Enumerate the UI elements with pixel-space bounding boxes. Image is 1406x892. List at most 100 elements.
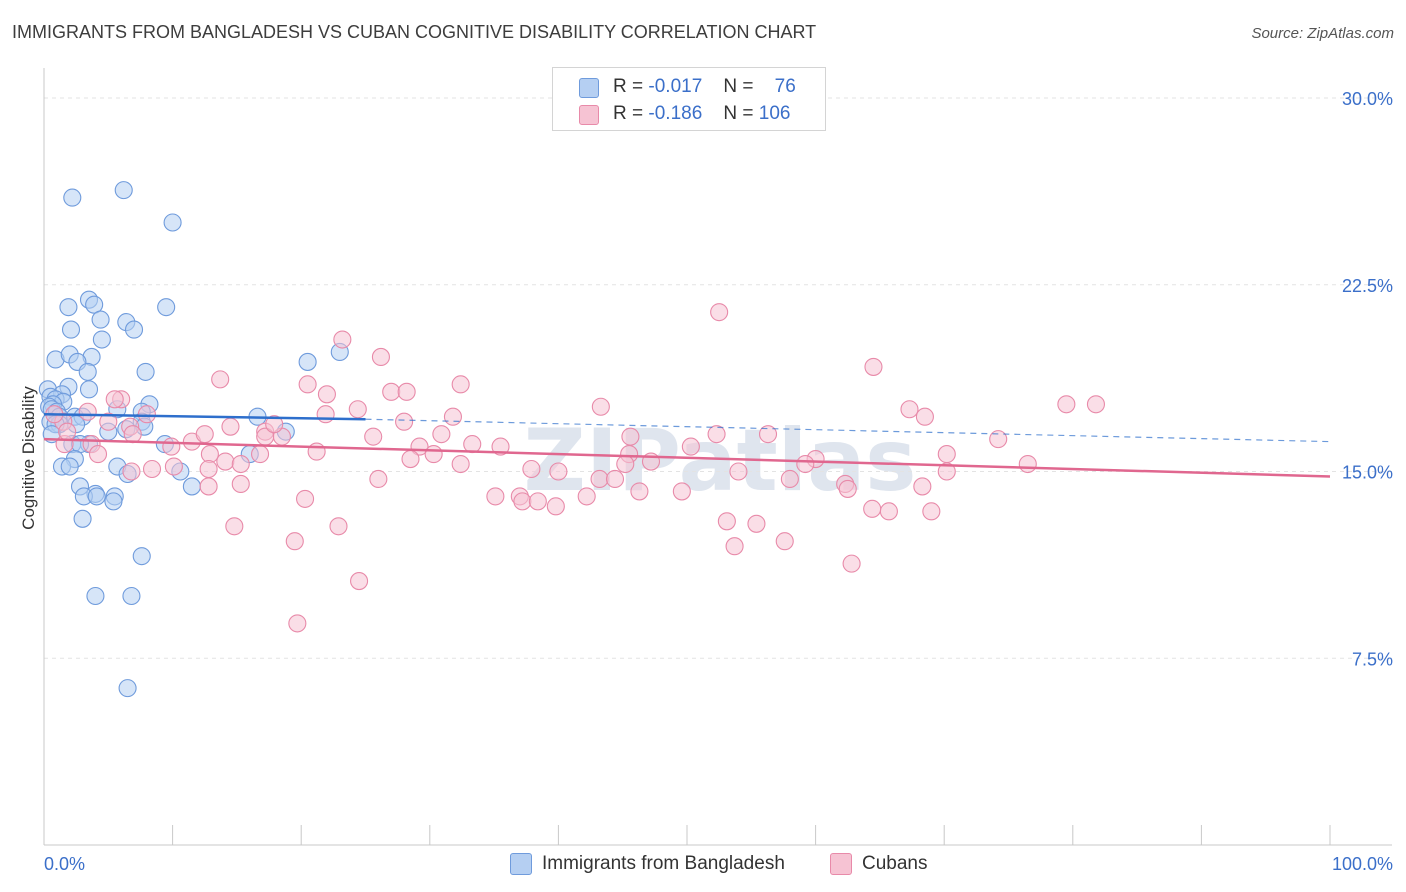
cubans-point	[864, 357, 883, 376]
cubans-point	[382, 382, 401, 401]
cubans-point	[937, 445, 956, 464]
cubans-point	[88, 445, 108, 464]
cubans-point	[796, 454, 815, 474]
cubans-point	[915, 407, 934, 426]
cubans-point	[922, 502, 941, 521]
cubans-point	[225, 517, 244, 536]
cubans-point	[199, 477, 218, 496]
legend-n-value: 106	[758, 103, 791, 124]
bangladesh-point	[104, 492, 123, 511]
cubans-point	[725, 537, 744, 556]
y-axis-label: Cognitive Disability	[19, 386, 38, 530]
cubans-point	[717, 512, 736, 531]
legend-r-label: R =	[613, 103, 644, 124]
bangladesh-point	[63, 188, 82, 207]
y-tick-label: 22.5%	[1342, 276, 1393, 296]
cubans-point	[122, 462, 141, 481]
cubans-point	[432, 425, 451, 444]
cubans-point	[99, 412, 118, 431]
bangladesh-point	[78, 362, 97, 381]
bangladesh-point	[122, 586, 141, 606]
cubans-point	[424, 445, 443, 464]
cubans-point	[838, 479, 857, 498]
source-label: Source: ZipAtlas.com	[1251, 25, 1394, 42]
cubans-point	[285, 532, 304, 551]
cubans-point	[142, 459, 162, 479]
bangladesh-point	[60, 457, 79, 476]
cubans-point	[879, 502, 898, 521]
cubans-point	[395, 412, 414, 431]
legend-n-label: N =	[723, 76, 754, 97]
cubans-point	[364, 427, 383, 446]
x-tick-label: 100.0%	[1332, 854, 1393, 874]
cubans-point	[605, 469, 625, 489]
bangladesh-point	[61, 320, 81, 339]
cubans-point	[989, 430, 1008, 449]
y-tick-label: 15.0%	[1342, 463, 1393, 483]
cubans-point	[546, 497, 565, 516]
cubans-point	[937, 462, 956, 481]
cubans-point	[137, 405, 156, 424]
legend-swatch-pink	[579, 105, 599, 125]
bottom-legend-label: Immigrants from Bangladesh	[542, 853, 785, 874]
cubans-point	[397, 382, 416, 401]
cubans-trendline	[43, 437, 1331, 478]
cubans-point	[162, 437, 181, 456]
cubans-point	[522, 459, 541, 479]
cubans-point	[707, 425, 726, 444]
cubans-point	[221, 417, 240, 436]
cubans-point	[747, 514, 766, 533]
cubans-point	[401, 449, 420, 469]
cubans-point	[443, 407, 462, 426]
bangladesh-point	[124, 320, 144, 339]
bangladesh-point	[59, 298, 78, 317]
cubans-point	[298, 375, 317, 394]
cubans-point	[672, 482, 691, 501]
bangladesh-point	[73, 509, 92, 528]
y-tick-label: 30.0%	[1342, 89, 1393, 109]
cubans-point	[333, 330, 352, 349]
cubans-point	[164, 457, 183, 476]
cubans-point	[369, 469, 388, 489]
cubans-point	[913, 477, 932, 496]
bangladesh-point	[87, 487, 106, 506]
cubans-point	[329, 517, 348, 536]
cubans-point	[590, 469, 609, 489]
bottom-legend-label: Cubans	[862, 853, 928, 874]
legend-n-value: 76	[774, 76, 796, 97]
cubans-point	[200, 445, 219, 464]
cubans-point	[775, 532, 794, 551]
cubans-point	[621, 427, 640, 446]
cubans-point	[780, 469, 799, 489]
cubans-point	[199, 459, 218, 479]
cubans-point	[630, 482, 649, 501]
legend-r-value: -0.017	[648, 76, 703, 97]
cubans-point	[842, 554, 861, 573]
legend-r-label: R =	[613, 76, 644, 97]
bangladesh-point	[132, 547, 151, 566]
cubans-point	[549, 462, 568, 481]
cubans-point	[211, 370, 230, 389]
cubans-point	[231, 454, 250, 474]
cubans-point	[616, 454, 635, 474]
bottom-legend-swatch-blue	[510, 853, 532, 875]
y-tick-label: 7.5%	[1352, 649, 1393, 669]
cubans-point	[216, 452, 235, 471]
cubans-point	[681, 437, 700, 456]
bangladesh-trendline-dashed	[365, 418, 1331, 443]
cubans-point	[231, 474, 250, 494]
bangladesh-point	[163, 213, 182, 232]
cubans-point	[350, 572, 369, 591]
cubans-point	[729, 462, 748, 481]
bangladesh-point	[85, 295, 104, 314]
cubans-point	[491, 437, 510, 456]
bangladesh-point	[182, 477, 201, 496]
cubans-point	[105, 390, 124, 409]
cubans-point	[1057, 395, 1076, 414]
correlation-legend: R = -0.017 N = 76 R = -0.186 N = 106	[552, 67, 826, 131]
bangladesh-point	[114, 181, 133, 200]
cubans-point	[863, 499, 882, 518]
bangladesh-point	[79, 380, 99, 399]
cubans-point	[348, 400, 367, 419]
